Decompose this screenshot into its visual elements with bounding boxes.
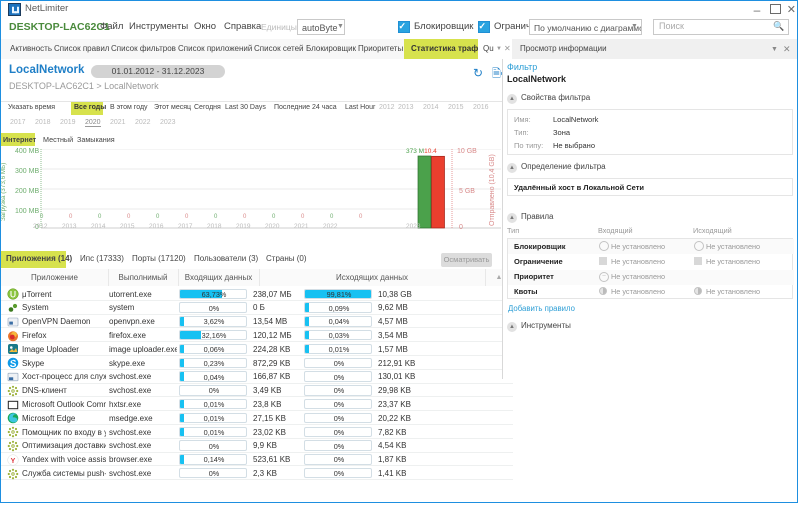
- svg-text:Y: Y: [11, 458, 16, 465]
